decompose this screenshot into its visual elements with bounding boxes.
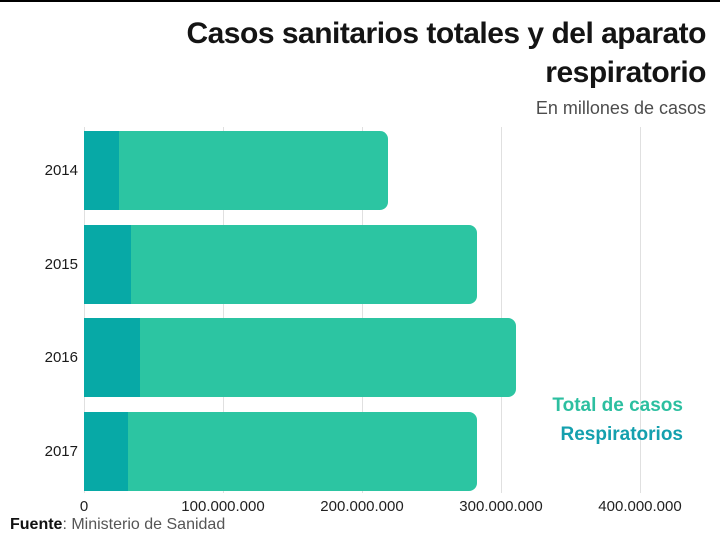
plot-area: 2014 2015 2016 2017 0 100.000.000 200.000.000 3… <box>0 127 720 515</box>
chart-title: Casos sanitarios totales y del aparato r… <box>186 17 706 89</box>
gridline-400.000.000 <box>640 127 641 493</box>
gridline-200.000.000 <box>362 127 363 493</box>
y-axis-label-2014: 2014 <box>44 162 78 179</box>
x-axis-label-400.000.000: 400.000.000 <box>598 498 682 515</box>
legend-total-label: Total de casos <box>552 395 683 416</box>
bar-respiratorios-2016 <box>84 318 140 397</box>
chart-header: Casos sanitarios totales y del aparato r… <box>86 14 706 119</box>
source-text: : Ministerio de Sanidad <box>62 516 226 533</box>
chart-subtitle: En millones de casos <box>535 98 706 118</box>
y-axis-label-2016: 2016 <box>44 349 78 366</box>
gridline-300.000.000 <box>501 127 502 493</box>
chart-legend: Total de casos Respiratorios <box>552 391 683 450</box>
bar-total-casos-2016 <box>84 318 516 397</box>
y-axis-label-2015: 2015 <box>44 256 78 273</box>
bar-total-casos-2017 <box>84 412 477 491</box>
x-axis-label-200.000.000: 200.000.000 <box>320 498 404 515</box>
bar-total-casos-2015 <box>84 225 477 304</box>
x-axis-label-0: 0 <box>79 498 89 515</box>
y-axis-label-2017: 2017 <box>44 443 78 460</box>
gridline-0 <box>84 127 85 493</box>
source-label: Fuente <box>10 516 63 533</box>
bar-respiratorios-2015 <box>84 225 131 304</box>
x-axis-label-100.000.000: 100.000.000 <box>181 498 265 515</box>
gridline-100.000.000 <box>223 127 224 493</box>
bar-respiratorios-2014 <box>84 131 119 210</box>
bar-respiratorios-2017 <box>84 412 128 491</box>
x-axis-label-300.000.000: 300.000.000 <box>459 498 543 515</box>
bar-total-casos-2014 <box>84 131 388 210</box>
legend-respiratorios-label: Respiratorios <box>560 424 683 446</box>
source-note: Fuente: Ministerio de Sanidad <box>10 516 225 534</box>
